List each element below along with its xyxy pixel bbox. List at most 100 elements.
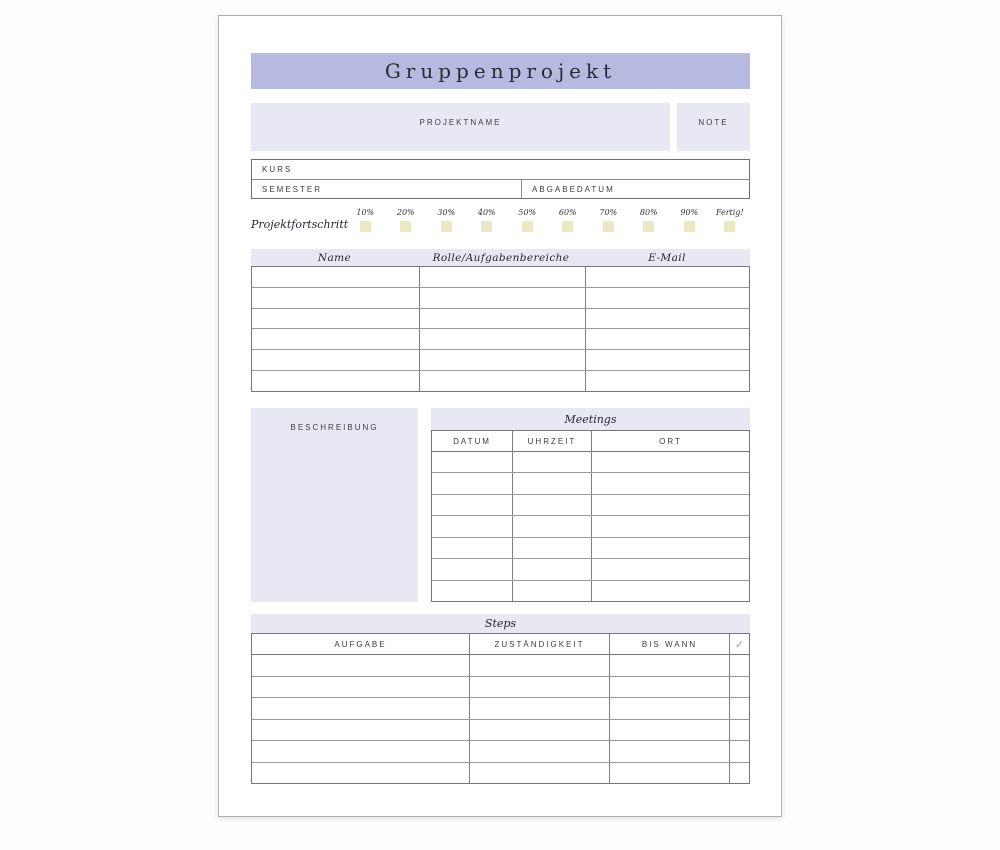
empty-cell[interactable]: [609, 762, 729, 783]
empty-cell[interactable]: [252, 763, 469, 784]
empty-cell[interactable]: [252, 309, 419, 329]
table-row: [432, 515, 749, 537]
empty-cell[interactable]: [512, 452, 591, 473]
progress-checkbox[interactable]: [683, 221, 695, 232]
empty-cell[interactable]: [609, 698, 729, 719]
empty-cell[interactable]: [252, 371, 419, 391]
empty-cell[interactable]: [432, 516, 512, 536]
empty-cell[interactable]: [729, 676, 749, 697]
empty-cell[interactable]: [512, 494, 591, 516]
progress-step: 60%: [548, 204, 589, 232]
empty-cell[interactable]: [252, 329, 419, 349]
empty-cell[interactable]: [252, 267, 419, 287]
progress-checkbox[interactable]: [724, 221, 736, 232]
empty-cell[interactable]: [585, 350, 749, 371]
empty-cell[interactable]: [432, 495, 512, 515]
course-info-table: KURS SEMESTER ABGABEDATUM: [251, 159, 750, 199]
empty-cell[interactable]: [469, 719, 609, 740]
empty-cell[interactable]: [469, 698, 609, 719]
empty-cell[interactable]: [512, 580, 591, 601]
empty-cell[interactable]: [252, 741, 469, 762]
empty-cell[interactable]: [432, 473, 512, 493]
empty-cell[interactable]: [419, 308, 585, 329]
empty-cell[interactable]: [252, 677, 469, 698]
empty-cell[interactable]: [432, 538, 512, 558]
empty-cell[interactable]: [469, 762, 609, 783]
empty-cell[interactable]: [729, 655, 749, 676]
progress-checkbox[interactable]: [602, 221, 614, 232]
empty-cell[interactable]: [252, 350, 419, 370]
empty-cell[interactable]: [252, 698, 469, 719]
empty-cell[interactable]: [609, 719, 729, 740]
kurs-field[interactable]: KURS: [252, 160, 749, 179]
empty-cell[interactable]: [512, 537, 591, 559]
progress-checkbox[interactable]: [562, 221, 574, 232]
abgabedatum-field[interactable]: ABGABEDATUM: [522, 180, 749, 198]
empty-cell[interactable]: [512, 473, 591, 494]
empty-cell[interactable]: [729, 698, 749, 719]
meetings-subheader: DATUM UHRZEIT ORT: [431, 430, 750, 451]
projektname-field[interactable]: PROJEKTNAME: [251, 103, 670, 151]
empty-cell[interactable]: [419, 371, 585, 391]
empty-cell[interactable]: [729, 741, 749, 762]
empty-cell[interactable]: [432, 559, 512, 579]
empty-cell[interactable]: [729, 719, 749, 740]
empty-cell[interactable]: [419, 267, 585, 287]
semester-abgabedatum-row: SEMESTER ABGABEDATUM: [252, 179, 749, 198]
empty-cell[interactable]: [419, 287, 585, 308]
empty-cell[interactable]: [591, 559, 749, 580]
table-row: [252, 267, 749, 287]
empty-cell[interactable]: [252, 720, 469, 741]
table-row: [252, 740, 749, 762]
progress-checkbox[interactable]: [359, 221, 371, 232]
empty-cell[interactable]: [419, 329, 585, 350]
members-table: Name Rolle/Aufgabenbereiche E-Mail: [251, 249, 750, 392]
empty-cell[interactable]: [469, 676, 609, 697]
table-row: [432, 536, 749, 559]
empty-cell[interactable]: [591, 452, 749, 473]
progress-step-label: 30%: [437, 208, 456, 217]
progress-step: Fertig!: [710, 204, 751, 232]
progress-checkbox[interactable]: [440, 221, 452, 232]
table-row: [252, 697, 749, 719]
empty-cell[interactable]: [432, 581, 512, 601]
empty-cell[interactable]: [252, 288, 419, 308]
empty-cell[interactable]: [585, 329, 749, 350]
empty-cell[interactable]: [729, 762, 749, 783]
empty-cell[interactable]: [512, 559, 591, 580]
note-label: NOTE: [698, 118, 729, 127]
meetings-col-datum: DATUM: [453, 436, 491, 446]
empty-cell[interactable]: [432, 452, 512, 472]
empty-cell[interactable]: [585, 267, 749, 287]
progress-checkbox[interactable]: [521, 221, 533, 232]
beschreibung-field[interactable]: BESCHREIBUNG: [251, 408, 418, 602]
empty-cell[interactable]: [469, 741, 609, 762]
empty-cell[interactable]: [252, 655, 469, 676]
empty-cell[interactable]: [609, 655, 729, 676]
empty-cell[interactable]: [591, 537, 749, 559]
semester-label: SEMESTER: [262, 184, 323, 194]
note-field[interactable]: NOTE: [677, 103, 750, 151]
progress-checkbox[interactable]: [400, 221, 412, 232]
table-row: [252, 718, 749, 741]
empty-cell[interactable]: [591, 580, 749, 601]
empty-cell[interactable]: [469, 655, 609, 676]
progress-step-label: 70%: [599, 208, 618, 217]
empty-cell[interactable]: [591, 473, 749, 494]
steps-table-body: [251, 654, 750, 784]
empty-cell[interactable]: [585, 308, 749, 329]
empty-cell[interactable]: [609, 741, 729, 762]
progress-checkbox[interactable]: [643, 221, 655, 232]
empty-cell[interactable]: [419, 350, 585, 371]
progress-step: 90%: [669, 204, 710, 232]
empty-cell[interactable]: [591, 494, 749, 516]
progress-step: 30%: [426, 204, 467, 232]
empty-cell[interactable]: [591, 516, 749, 537]
empty-cell[interactable]: [512, 516, 591, 537]
empty-cell[interactable]: [585, 287, 749, 308]
progress-checkbox[interactable]: [481, 221, 493, 232]
empty-cell[interactable]: [609, 676, 729, 697]
empty-cell[interactable]: [585, 371, 749, 391]
semester-field[interactable]: SEMESTER: [252, 180, 522, 198]
